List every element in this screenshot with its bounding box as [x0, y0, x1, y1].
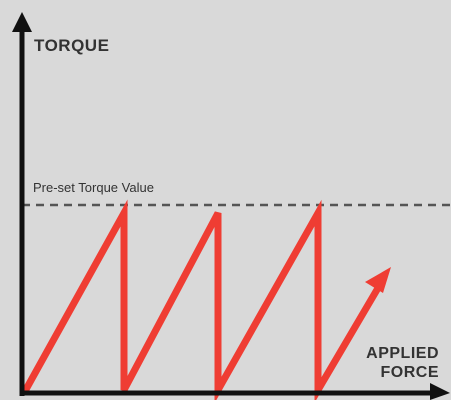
y-axis-arrow-icon [12, 12, 32, 32]
torque-sawtooth-curve [20, 199, 382, 400]
preset-torque-label: Pre-set Torque Value [33, 180, 154, 195]
x-axis-arrow-icon [430, 383, 450, 400]
x-axis-label: APPLIED FORCE [349, 344, 439, 382]
y-axis-label: TORQUE [34, 36, 110, 55]
x-axis-label-line1: APPLIED [366, 345, 439, 362]
sawtooth-arrowhead-icon [365, 267, 391, 293]
x-axis-label-line2: FORCE [380, 364, 439, 382]
